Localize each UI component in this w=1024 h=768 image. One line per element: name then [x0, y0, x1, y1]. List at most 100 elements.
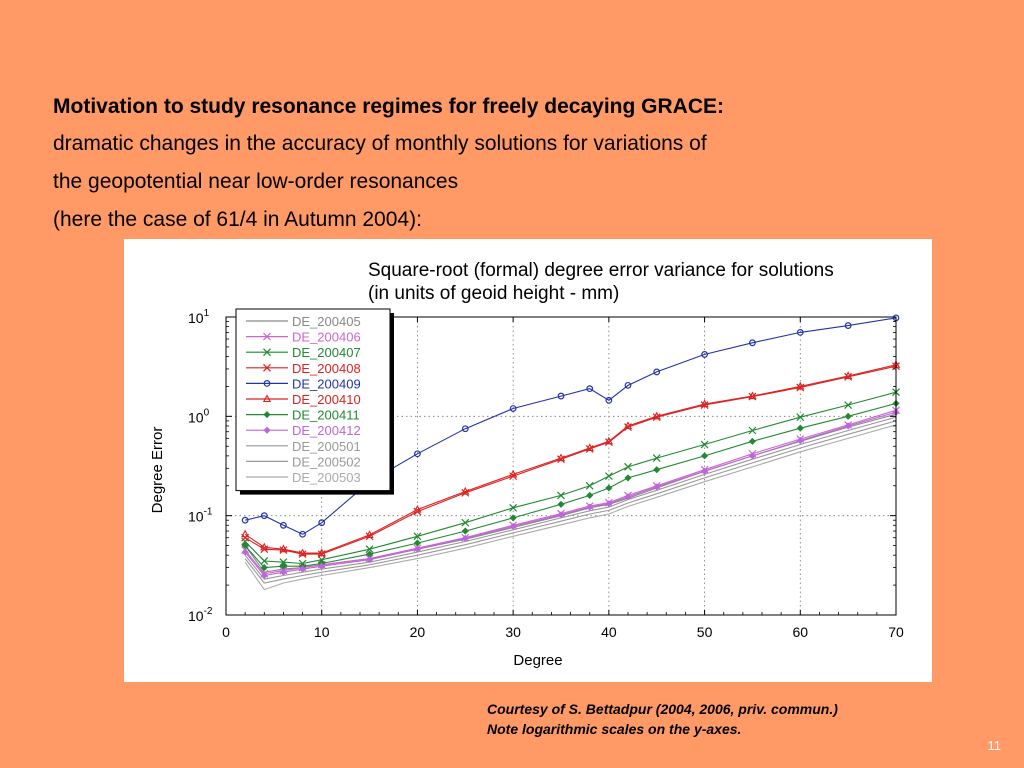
legend-label: DE_200503	[292, 470, 361, 485]
y-tick-label: 10-1	[188, 507, 213, 525]
slide-text: Motivation to study resonance regimes fo…	[53, 92, 993, 239]
chart-title: Square-root (formal) degree error varian…	[368, 260, 834, 281]
series-line	[244, 420, 897, 584]
legend-item: DE_200409	[246, 376, 361, 391]
series-point	[748, 452, 756, 460]
legend-label: DE_200411	[292, 408, 360, 423]
series-DE_200501	[244, 416, 897, 580]
series-point	[509, 514, 517, 522]
series-line	[244, 317, 897, 535]
series-point	[652, 454, 661, 462]
series-point	[652, 413, 661, 422]
x-axis-label: Degree	[513, 652, 562, 669]
series-point	[241, 529, 250, 538]
series-point	[317, 555, 326, 564]
series-point	[509, 405, 517, 412]
series-point	[557, 500, 565, 508]
series-point	[701, 452, 709, 460]
y-tick-label: 100	[188, 407, 210, 425]
legend-item: DE_200412	[246, 423, 361, 438]
series-point	[509, 469, 518, 478]
series-point	[844, 322, 852, 329]
series-point	[749, 339, 756, 347]
series-point	[365, 530, 374, 538]
credit-note: Courtesy of S. Bettadpur (2004, 2006, pr…	[487, 699, 838, 739]
series-DE_200503	[244, 424, 897, 591]
slide-line-3: (here the case of 61/4 in Autumn 2004):	[53, 208, 422, 231]
chart-figure: Square-root (formal) degree error varian…	[124, 239, 932, 682]
series-point	[844, 422, 852, 430]
series-point	[796, 383, 805, 392]
legend-label: DE_200502	[292, 454, 361, 469]
series-point	[263, 379, 271, 387]
legend-item: DE_200502	[246, 454, 361, 469]
x-tick-label: 20	[410, 624, 426, 640]
legend-item: DE_200410	[246, 392, 361, 407]
series-point	[263, 411, 271, 419]
series-point	[260, 557, 269, 565]
series-point	[279, 546, 288, 555]
series-point	[700, 401, 709, 409]
series-point	[413, 532, 422, 541]
plot-frame	[225, 316, 897, 616]
series-point	[557, 392, 565, 400]
series-point	[365, 545, 374, 554]
series-point	[461, 486, 470, 495]
series-point	[844, 371, 853, 379]
series-point	[586, 503, 594, 511]
slide-heading: Motivation to study resonance regimes fo…	[53, 95, 724, 118]
series-point	[796, 381, 805, 390]
series-point	[299, 530, 306, 538]
series-point	[624, 462, 632, 471]
legend-item: DE_200407	[246, 345, 361, 360]
legend-label: DE_200406	[292, 330, 361, 345]
series-point	[586, 385, 594, 393]
series-point	[796, 424, 804, 432]
series-point	[263, 363, 271, 372]
series-point	[461, 425, 469, 433]
series-point	[298, 548, 307, 557]
series-point	[318, 519, 326, 527]
series-point	[509, 503, 518, 512]
series-point	[260, 512, 268, 520]
x-tick-label: 70	[888, 624, 904, 640]
legend-item: DE_200503	[246, 470, 361, 485]
chart-legend: DE_200405DE_200406DE_200407DE_200408DE_2…	[235, 308, 394, 495]
legend-label: DE_200409	[292, 376, 361, 391]
series-point	[653, 368, 661, 376]
series-point	[413, 504, 422, 513]
series-point	[279, 558, 288, 567]
legend-item: DE_200501	[246, 439, 361, 454]
series-point	[623, 421, 633, 430]
y-axis-label: Degree Error	[149, 427, 166, 514]
x-tick-label: 30	[505, 624, 521, 640]
series-point	[605, 484, 613, 492]
chart-subtitle: (in units of geoid height - mm)	[368, 283, 619, 304]
series-point	[604, 472, 613, 481]
series-point	[604, 436, 613, 445]
legend-item: DE_200408	[246, 361, 361, 376]
y-tick-label: 101	[188, 308, 210, 326]
series-DE_200410	[241, 360, 901, 557]
series-point	[585, 443, 594, 452]
series-line	[244, 364, 897, 554]
series-point	[280, 521, 287, 529]
series-point	[413, 539, 421, 547]
chart-grid	[226, 317, 896, 615]
legend-item: DE_200406	[246, 330, 361, 345]
series-line	[244, 416, 897, 580]
series-point	[461, 518, 470, 527]
legend-label: DE_200408	[292, 361, 361, 376]
series-point	[241, 548, 249, 556]
chart-ticks: 0 10 20 30 40 50 60 70 10-2 10-1 100 101	[188, 308, 904, 640]
legend-label: DE_200410	[292, 392, 361, 407]
series-point	[652, 411, 661, 420]
series-point	[796, 413, 805, 422]
series-point	[748, 426, 757, 435]
series-point	[263, 348, 271, 357]
slide-line-2: the geopotential near low-order resonanc…	[53, 170, 459, 193]
x-tick-label: 10	[314, 624, 330, 640]
series-point	[260, 564, 268, 572]
series-point	[700, 440, 709, 449]
series-point	[624, 381, 632, 389]
